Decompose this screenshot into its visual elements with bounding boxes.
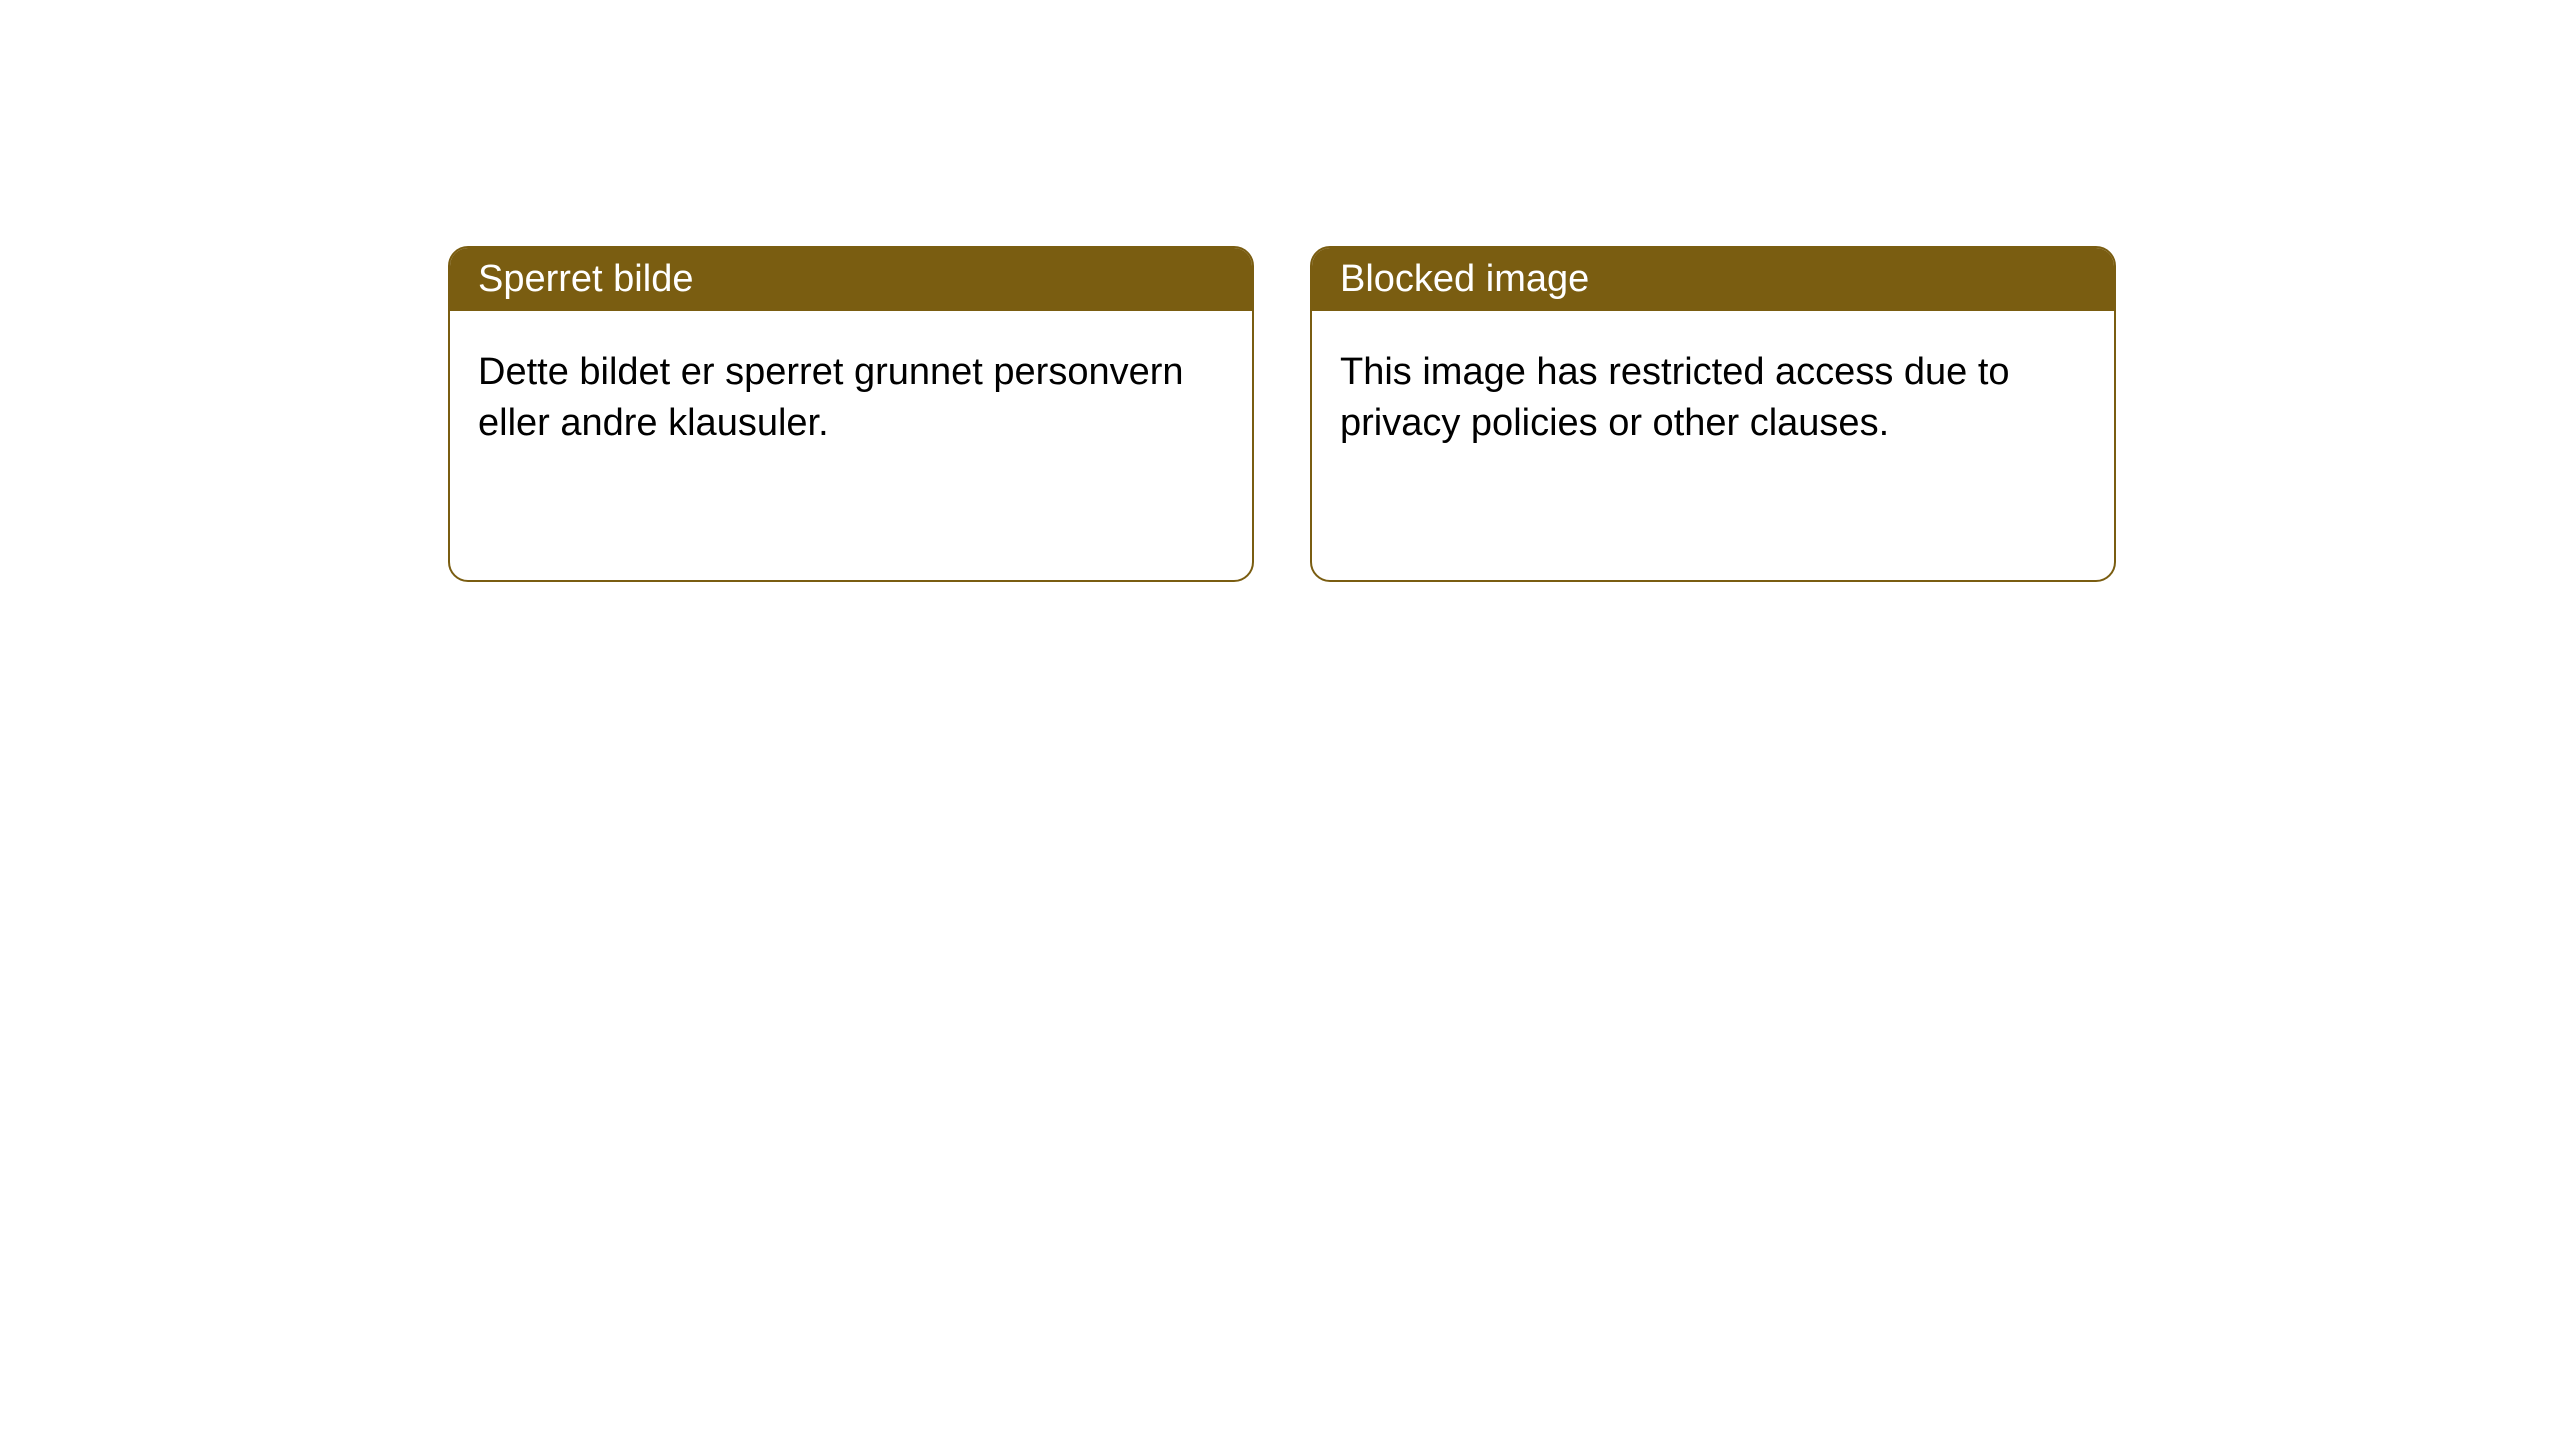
card-title: Blocked image <box>1340 258 1589 300</box>
cards-container: Sperret bilde Dette bildet er sperret gr… <box>448 246 2116 582</box>
blocked-image-card-en: Blocked image This image has restricted … <box>1310 246 2116 582</box>
card-body: Dette bildet er sperret grunnet personve… <box>450 311 1252 486</box>
card-body: This image has restricted access due to … <box>1312 311 2114 486</box>
blocked-image-card-no: Sperret bilde Dette bildet er sperret gr… <box>448 246 1254 582</box>
card-header: Sperret bilde <box>450 248 1252 311</box>
card-header: Blocked image <box>1312 248 2114 311</box>
card-title: Sperret bilde <box>478 258 693 300</box>
card-body-text: Dette bildet er sperret grunnet personve… <box>478 351 1184 444</box>
card-body-text: This image has restricted access due to … <box>1340 351 2010 444</box>
